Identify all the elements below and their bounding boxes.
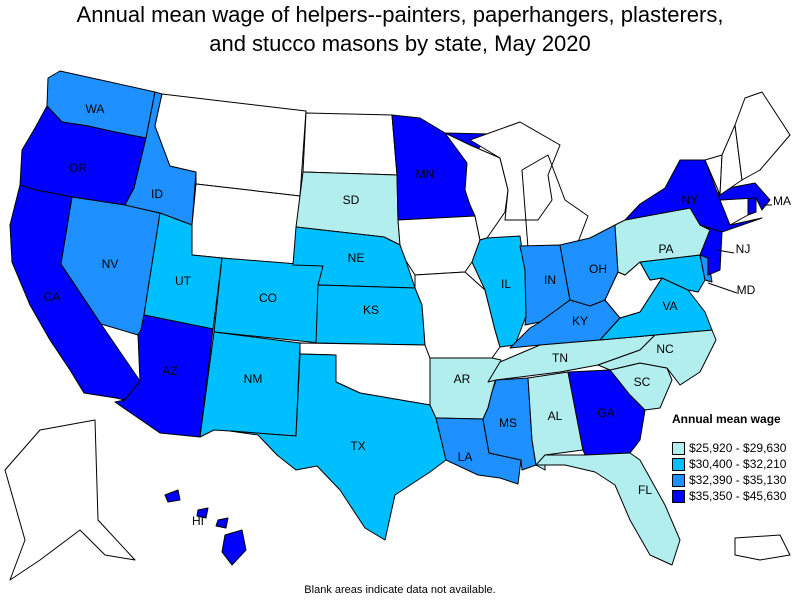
state-fl bbox=[535, 452, 681, 566]
state-me bbox=[734, 91, 791, 181]
legend-title: Annual mean wage bbox=[672, 412, 781, 426]
state-ri bbox=[747, 197, 757, 216]
legend: Annual mean wage $25,920 - $29,630 $30,4… bbox=[672, 412, 786, 504]
state-az bbox=[114, 314, 214, 438]
footnote: Blank areas indicate data not available. bbox=[304, 584, 496, 596]
state-label-ny: NY bbox=[682, 193, 699, 207]
state-label-ky: KY bbox=[572, 314, 588, 328]
state-label-ms: MS bbox=[499, 416, 517, 430]
legend-item-3: $32,390 - $35,130 bbox=[672, 472, 786, 488]
state-label-nm: NM bbox=[244, 372, 263, 386]
state-label-va: VA bbox=[662, 299, 677, 313]
state-label-id: ID bbox=[151, 187, 163, 201]
state-label-md: MD bbox=[737, 283, 756, 297]
legend-item-4: $35,350 - $45,630 bbox=[672, 488, 786, 504]
state-label-pa: PA bbox=[658, 242, 673, 256]
legend-label-3: $32,390 - $35,130 bbox=[689, 473, 787, 487]
legend-swatch-4 bbox=[672, 489, 685, 503]
state-pr bbox=[734, 534, 791, 561]
state-label-sc: SC bbox=[634, 375, 651, 389]
state-label-tx: TX bbox=[350, 439, 365, 453]
state-label-fl: FL bbox=[638, 483, 652, 497]
state-wy bbox=[191, 183, 301, 266]
state-label-or: OR bbox=[69, 161, 87, 175]
state-label-in: IN bbox=[544, 273, 556, 287]
state-label-oh: OH bbox=[589, 262, 607, 276]
state-label-ne: NE bbox=[348, 251, 365, 265]
state-nc bbox=[597, 329, 717, 386]
state-label-mn: MN bbox=[416, 167, 435, 181]
state-ms bbox=[482, 377, 537, 471]
state-label-ks: KS bbox=[363, 303, 379, 317]
legend-swatch-2 bbox=[672, 457, 685, 471]
state-label-nc: NC bbox=[656, 342, 674, 356]
state-ma bbox=[717, 182, 771, 211]
state-label-la: LA bbox=[458, 450, 473, 464]
state-label-nj: NJ bbox=[736, 242, 751, 256]
map-title: Annual mean wage of helpers--painters, p… bbox=[0, 0, 800, 58]
legend-item-2: $30,400 - $32,210 bbox=[672, 456, 786, 472]
state-label-nv: NV bbox=[102, 257, 119, 271]
state-label-ar: AR bbox=[454, 372, 471, 386]
legend-label-2: $30,400 - $32,210 bbox=[689, 457, 787, 471]
state-nd bbox=[302, 112, 398, 176]
map-title-line-1: Annual mean wage of helpers--painters, p… bbox=[76, 2, 724, 27]
state-hi bbox=[164, 489, 247, 566]
state-ia bbox=[397, 215, 481, 276]
state-label-az: AZ bbox=[162, 364, 177, 378]
legend-item-1: $25,920 - $29,630 bbox=[672, 440, 786, 456]
state-label-ut: UT bbox=[175, 274, 192, 288]
state-label-al: AL bbox=[548, 409, 563, 423]
state-label-ga: GA bbox=[597, 406, 614, 420]
state-label-hi: HI bbox=[192, 514, 204, 528]
legend-label-1: $25,920 - $29,630 bbox=[689, 441, 787, 455]
state-tx bbox=[229, 353, 447, 541]
state-nj bbox=[699, 224, 723, 276]
state-label-il: IL bbox=[501, 277, 511, 291]
state-ak bbox=[4, 419, 136, 581]
legend-swatch-3 bbox=[672, 473, 685, 487]
legend-swatch-1 bbox=[672, 441, 685, 455]
state-label-wa: WA bbox=[86, 102, 105, 116]
state-label-co: CO bbox=[259, 291, 277, 305]
map-title-line-2: and stucco masons by state, May 2020 bbox=[209, 31, 591, 56]
legend-label-4: $35,350 - $45,630 bbox=[689, 489, 787, 503]
state-label-sd: SD bbox=[343, 193, 360, 207]
state-label-ca: CA bbox=[44, 290, 61, 304]
state-label-tn: TN bbox=[552, 351, 568, 365]
state-label-ma: MA bbox=[773, 194, 791, 208]
